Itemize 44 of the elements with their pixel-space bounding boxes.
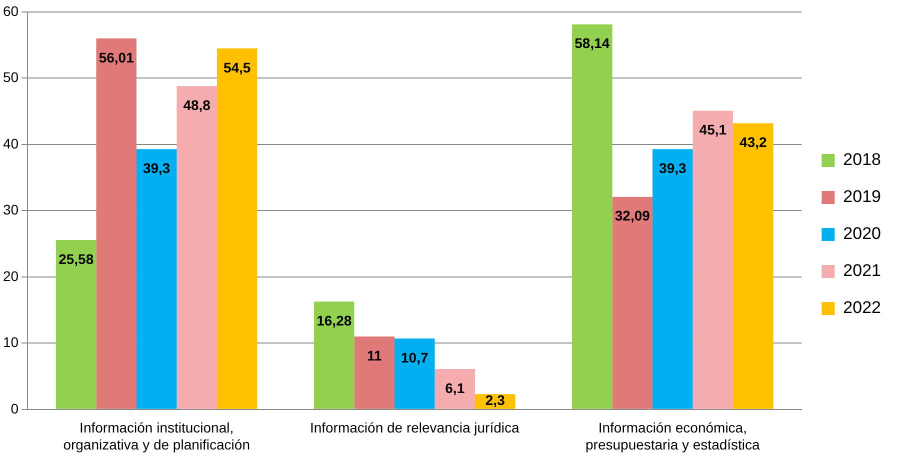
legend-label: 2022 (843, 298, 882, 318)
data-label: 25,58 (58, 250, 94, 267)
legend-label: 2020 (843, 224, 882, 244)
data-label: 58,14 (574, 35, 610, 52)
data-label: 16,28 (316, 312, 352, 328)
data-label: 2,3 (485, 392, 506, 408)
data-label: 32,09 (614, 208, 650, 224)
x-tick-label: Información económica, presupuestaria y estadística (586, 420, 760, 452)
y-tick-label: 30 (2, 202, 19, 218)
bar (176, 86, 217, 409)
data-label: 6,1 (445, 380, 465, 396)
data-label: 54,5 (223, 59, 251, 76)
bar (216, 48, 258, 409)
x-tick-label: Información institucional, organizativa y de planificación (63, 420, 250, 452)
bar (733, 123, 774, 409)
data-label: 39,3 (142, 160, 170, 176)
bar (354, 336, 394, 409)
x-tick-label: Información de relevancia jurídica (310, 420, 520, 436)
y-tick-label: 60 (2, 2, 19, 19)
data-label: 11 (366, 347, 382, 364)
legend-label: 2018 (843, 150, 882, 170)
data-label: 10,7 (401, 349, 428, 366)
bar (314, 302, 354, 409)
data-label: 45,1 (699, 122, 727, 138)
data-label: 43,2 (740, 134, 768, 150)
y-tick-label: 50 (2, 69, 19, 86)
bar (572, 24, 612, 409)
y-tick-label: 40 (2, 135, 19, 152)
legend-label: 2019 (843, 187, 882, 206)
data-label: 48,8 (183, 97, 211, 114)
y-tick-label: 20 (2, 268, 19, 284)
y-tick-label: 10 (2, 334, 19, 350)
bar (96, 38, 136, 409)
y-tick-label: 0 (10, 400, 19, 416)
bar (692, 110, 734, 409)
legend-label: 2021 (843, 261, 882, 280)
data-label: 56,01 (98, 49, 134, 66)
bar (652, 149, 693, 409)
bar (56, 240, 96, 409)
bar (136, 149, 177, 409)
bar (434, 369, 476, 409)
bar (612, 196, 653, 409)
bar (394, 338, 435, 409)
data-label: 39,3 (659, 160, 686, 176)
